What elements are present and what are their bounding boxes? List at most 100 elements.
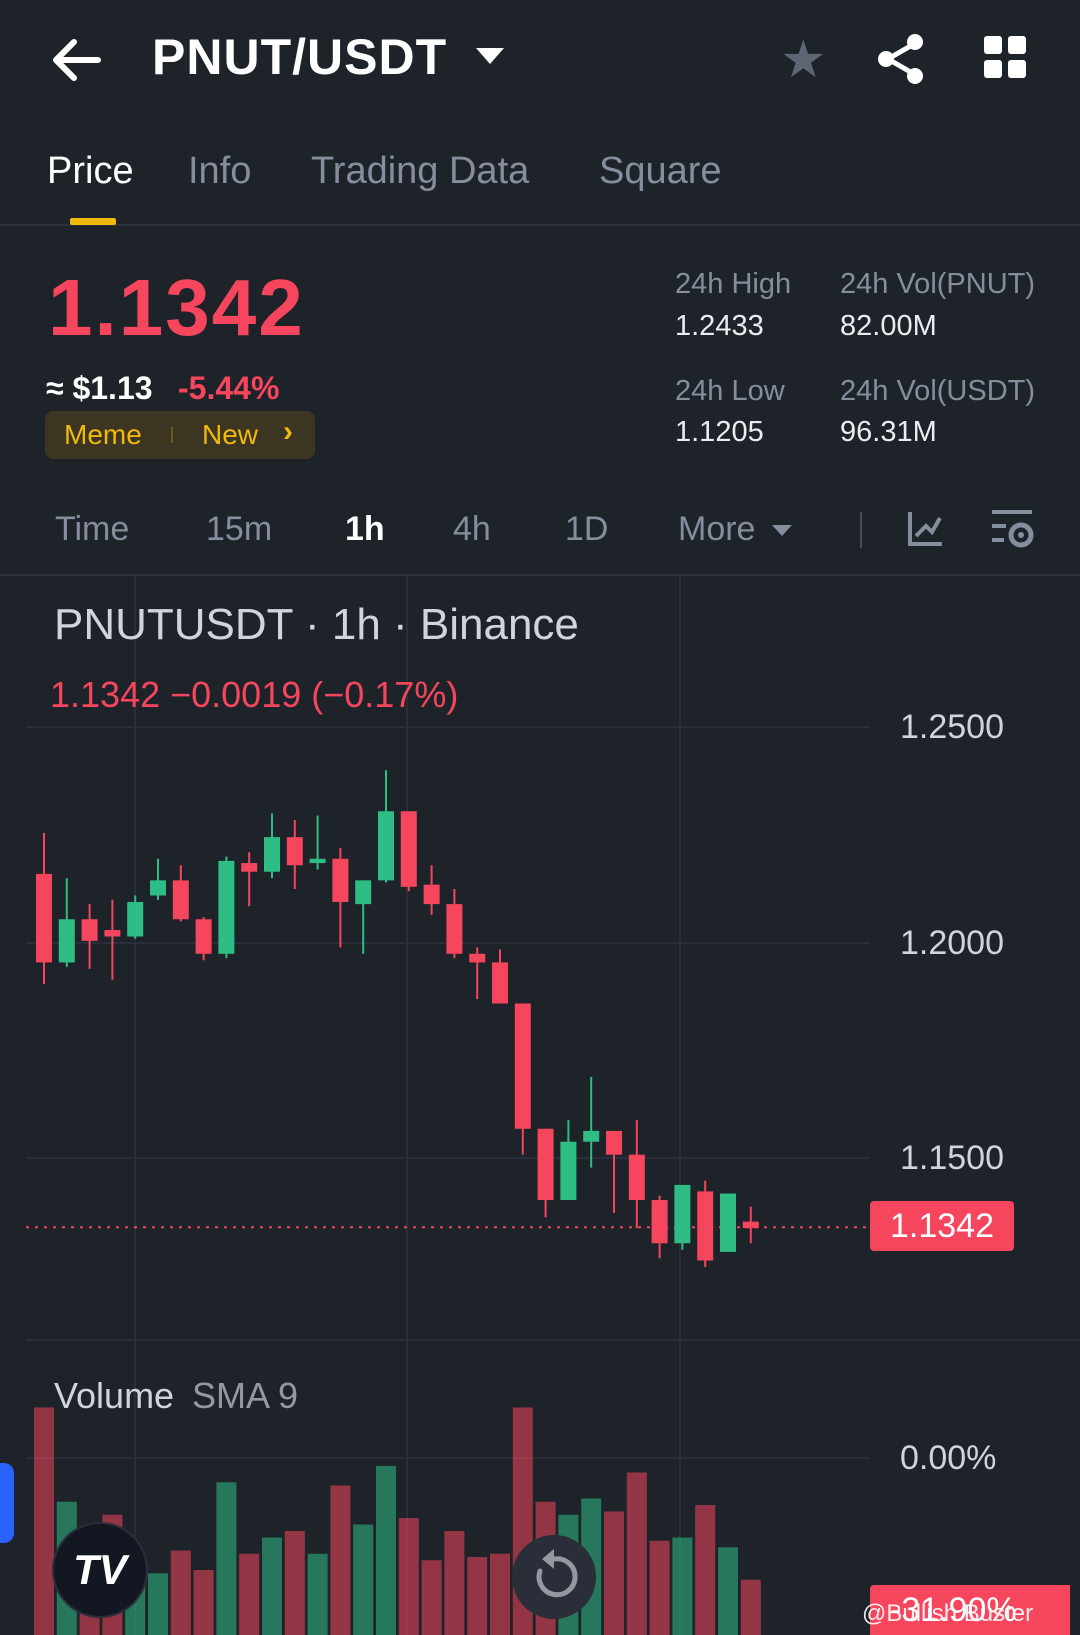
- vol-quote-value: 96.31M: [840, 416, 937, 448]
- candle-body: [697, 1191, 714, 1261]
- chart-settings-icon[interactable]: [990, 506, 1036, 550]
- interval-15m[interactable]: 15m: [206, 510, 273, 548]
- change-percent: -5.44%: [178, 370, 280, 406]
- candle-body: [378, 811, 394, 881]
- candle-body: [172, 880, 189, 920]
- candle-body: [150, 880, 166, 896]
- candle-body: [309, 858, 326, 864]
- star-icon[interactable]: ★: [780, 31, 827, 89]
- y-label-3: 1.1500: [900, 1139, 1004, 1177]
- tab-trading-data[interactable]: Trading Data: [311, 150, 530, 192]
- volume-bottom-tag: -31.90%: [870, 1585, 1070, 1635]
- interval-bar: Time 15m 1h 4h 1D More: [0, 500, 1080, 570]
- reset-chart-button[interactable]: [512, 1535, 596, 1619]
- tag-meme[interactable]: Meme: [64, 419, 142, 450]
- grid-icon[interactable]: [984, 36, 1026, 78]
- candle-body: [514, 1003, 531, 1129]
- volume-bar: [718, 1547, 738, 1635]
- candle-body: [400, 811, 417, 887]
- candle-body: [104, 930, 121, 937]
- volume-bar: [239, 1553, 260, 1635]
- volume-bar: [353, 1524, 374, 1635]
- candles-group: [36, 770, 759, 1267]
- volume-bar: [170, 1550, 191, 1635]
- caret-down-icon[interactable]: [476, 48, 504, 64]
- high-value: 1.2433: [675, 310, 764, 342]
- volume-bar: [626, 1472, 647, 1635]
- candle-body: [560, 1141, 577, 1201]
- arrow-left-icon[interactable]: [48, 30, 108, 90]
- candle-body: [651, 1200, 668, 1244]
- volume-bar: [262, 1537, 282, 1635]
- more-caret-icon[interactable]: [772, 525, 792, 536]
- volume-bar: [672, 1537, 693, 1635]
- usd-price: ≈ $1.13: [46, 370, 153, 406]
- volume-bar: [467, 1557, 488, 1635]
- indicator-icon[interactable]: [906, 508, 946, 548]
- volume-bar: [284, 1531, 305, 1635]
- vol-base-label: 24h Vol(PNUT): [840, 268, 1036, 300]
- candle-body: [720, 1193, 736, 1252]
- volume-bar: [193, 1570, 214, 1635]
- interval-time[interactable]: Time: [55, 510, 130, 548]
- volume-bar: [398, 1518, 419, 1635]
- tag-divider: [171, 427, 173, 443]
- candle-body: [195, 919, 212, 954]
- volume-bar: [376, 1466, 396, 1635]
- volume-bar: [34, 1407, 54, 1635]
- side-drawer-handle[interactable]: [0, 1463, 14, 1543]
- volume-bar: [740, 1579, 761, 1635]
- interval-4h[interactable]: 4h: [453, 510, 491, 548]
- volume-axis-label: 0.00%: [900, 1439, 997, 1477]
- tab-square[interactable]: Square: [599, 150, 722, 192]
- candle-body: [446, 904, 463, 954]
- candle-body: [355, 880, 372, 905]
- reset-icon: [536, 1556, 578, 1598]
- candle-body: [58, 919, 75, 963]
- interval-more[interactable]: More: [678, 510, 756, 548]
- chart-title: PNUTUSDT · 1h · Binance: [54, 600, 579, 649]
- tab-info[interactable]: Info: [188, 150, 252, 192]
- volume-title: Volume: [54, 1375, 175, 1416]
- vol-base-value: 82.00M: [840, 310, 937, 342]
- tag-new[interactable]: New: [202, 419, 259, 450]
- watermark: @Bullish Buster: [862, 1600, 1034, 1627]
- y-label-1: 1.2500: [900, 708, 1004, 746]
- vol-quote-label: 24h Vol(USDT): [840, 375, 1036, 407]
- volume-bar: [148, 1573, 168, 1635]
- candle-body: [628, 1154, 645, 1201]
- candle-body: [81, 919, 98, 941]
- tab-price[interactable]: Price: [47, 150, 134, 192]
- volume-bar: [444, 1531, 465, 1635]
- volume-bar: [649, 1540, 670, 1635]
- interval-1d[interactable]: 1D: [565, 510, 609, 548]
- interval-1h[interactable]: 1h: [345, 510, 385, 548]
- volume-bar: [490, 1553, 510, 1635]
- candle-body: [606, 1130, 622, 1155]
- interval-divider: [860, 512, 862, 548]
- y-label-2: 1.2000: [900, 924, 1004, 962]
- candle-body: [127, 901, 144, 937]
- candle-body: [36, 873, 52, 963]
- volume-bar: [695, 1505, 716, 1635]
- candle-body: [218, 860, 235, 954]
- tradingview-logo[interactable]: TV: [52, 1522, 148, 1618]
- candle-body: [332, 858, 349, 902]
- share-icon[interactable]: [876, 32, 926, 86]
- pair-title[interactable]: PNUT/USDT: [152, 29, 448, 85]
- candle-body: [241, 863, 258, 872]
- volume-bar: [330, 1485, 351, 1635]
- tab-bar: Price Info Trading Data Square: [0, 140, 1080, 226]
- candle-body: [286, 837, 303, 866]
- tag-group[interactable]: Meme New ›: [45, 411, 315, 459]
- volume-bar: [216, 1482, 237, 1635]
- candle-body: [674, 1184, 691, 1244]
- chevron-right-icon[interactable]: ›: [283, 415, 293, 448]
- volume-bar: [421, 1560, 442, 1635]
- volume-bar: [307, 1553, 328, 1635]
- candle-body: [742, 1221, 759, 1229]
- candle-body: [469, 953, 486, 963]
- current-price-tag: 1.1342: [870, 1201, 1014, 1251]
- last-price: 1.1342: [48, 263, 305, 352]
- top-bar: PNUT/USDT ★: [0, 0, 1080, 120]
